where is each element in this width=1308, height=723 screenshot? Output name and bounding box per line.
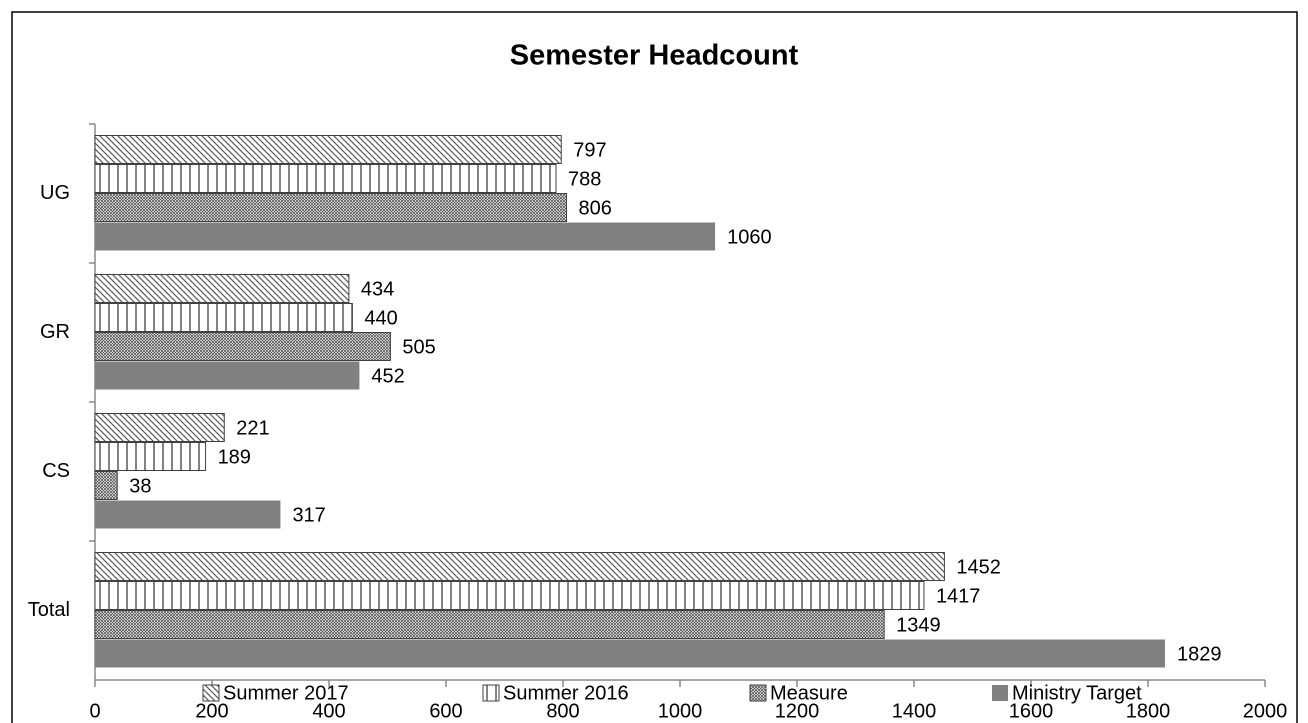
bar: [94, 193, 568, 222]
x-tick-label: 400: [312, 700, 345, 722]
legend-label: Summer 2017: [223, 682, 349, 704]
bar: [94, 581, 925, 610]
bar: [95, 500, 281, 529]
data-label: 1452: [956, 556, 1001, 578]
y-tick-label: GR: [40, 321, 70, 343]
data-label: 1417: [936, 585, 981, 607]
bar: [95, 361, 360, 390]
legend-label: Summer 2016: [503, 682, 629, 704]
legend-swatch: [992, 685, 1008, 701]
data-label: 434: [361, 278, 394, 300]
x-tick-label: 800: [546, 700, 579, 722]
data-label: 797: [573, 139, 606, 161]
bar: [95, 222, 716, 251]
data-label: 440: [364, 307, 397, 329]
bar: [94, 442, 207, 471]
x-tick-label: 2000: [1243, 700, 1288, 722]
legend-swatch: [482, 684, 500, 702]
data-label: 317: [292, 504, 325, 526]
data-label: 1349: [896, 614, 941, 636]
x-tick-label: 600: [429, 700, 462, 722]
bar: [95, 639, 1165, 668]
bar: [94, 332, 391, 361]
bar: [94, 274, 350, 303]
x-tick-label: 1200: [775, 700, 820, 722]
data-label: 505: [402, 336, 435, 358]
bar: [94, 135, 562, 164]
x-tick-label: 1400: [892, 700, 937, 722]
y-tick-label: Total: [28, 599, 70, 621]
bar: [94, 164, 557, 193]
x-tick-label: 1800: [1126, 700, 1171, 722]
data-label: 189: [218, 446, 251, 468]
bar: [94, 552, 945, 581]
legend-swatch: [749, 684, 767, 702]
x-tick-label: 1600: [1009, 700, 1054, 722]
x-tick-label: 200: [195, 700, 228, 722]
y-tick-label: UG: [40, 182, 70, 204]
chart-border: [11, 11, 1298, 723]
bar: [94, 471, 118, 500]
data-label: 806: [579, 197, 612, 219]
y-tick-label: CS: [42, 460, 70, 482]
data-label: 1829: [1177, 643, 1222, 665]
legend-label: Ministry Target: [1012, 682, 1142, 704]
x-tick-label: 1000: [658, 700, 703, 722]
data-label: 452: [371, 365, 404, 387]
x-tick-label: 0: [89, 700, 100, 722]
data-label: 38: [129, 475, 151, 497]
data-label: 221: [236, 417, 269, 439]
bar: [94, 413, 225, 442]
legend-label: Measure: [770, 682, 848, 704]
data-label: 788: [568, 168, 601, 190]
bar: [94, 610, 885, 639]
bar: [94, 303, 353, 332]
legend-swatch: [202, 684, 220, 702]
chart-title: Semester Headcount: [510, 40, 799, 72]
data-label: 1060: [727, 226, 772, 248]
